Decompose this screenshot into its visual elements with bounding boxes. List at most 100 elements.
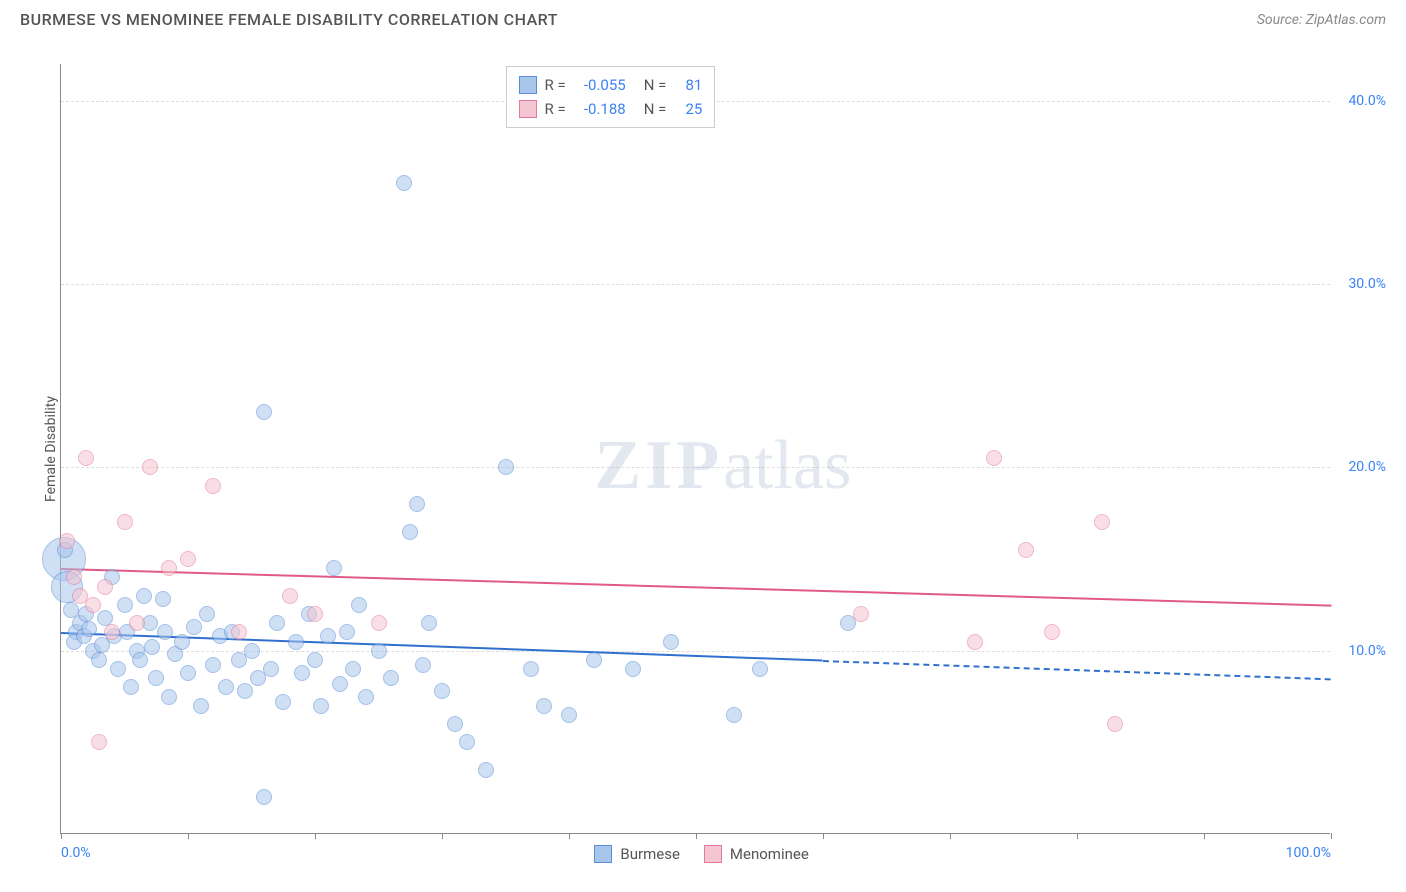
data-point (409, 496, 425, 512)
data-point (345, 661, 361, 677)
data-point (97, 579, 113, 595)
data-point (205, 657, 221, 673)
n-value: 25 (674, 97, 702, 121)
data-point (81, 621, 97, 637)
legend-item: Menominee (704, 845, 809, 863)
x-tick (442, 833, 443, 839)
data-point (1094, 514, 1110, 530)
data-point (459, 734, 475, 750)
data-point (157, 624, 173, 640)
x-tick-label: 100.0% (1286, 845, 1331, 861)
data-point (155, 591, 171, 607)
n-label: N = (644, 97, 667, 121)
data-point (536, 698, 552, 714)
data-point (161, 689, 177, 705)
legend-label: Burmese (620, 845, 680, 863)
data-point (85, 597, 101, 613)
r-label: R = (545, 97, 566, 121)
data-point (136, 588, 152, 604)
data-point (66, 569, 82, 585)
data-point (180, 551, 196, 567)
data-point (78, 450, 94, 466)
data-point (307, 652, 323, 668)
data-point (478, 762, 494, 778)
x-tick (823, 833, 824, 839)
gridline-h (61, 467, 1330, 468)
data-point (110, 661, 126, 677)
x-tick (1077, 833, 1078, 839)
trend-line (823, 660, 1331, 680)
data-point (205, 478, 221, 494)
data-point (663, 634, 679, 650)
data-point (161, 560, 177, 576)
data-point (447, 716, 463, 732)
r-value: -0.188 (574, 97, 626, 121)
source-label: Source: ZipAtlas.com (1257, 12, 1386, 28)
data-point (117, 597, 133, 613)
data-point (104, 624, 120, 640)
trend-line (61, 568, 1331, 607)
data-point (320, 628, 336, 644)
data-point (186, 619, 202, 635)
data-point (193, 698, 209, 714)
data-point (174, 634, 190, 650)
data-point (326, 560, 342, 576)
data-point (625, 661, 641, 677)
data-point (218, 679, 234, 695)
data-point (144, 639, 160, 655)
legend-swatch (519, 100, 537, 118)
data-point (244, 643, 260, 659)
data-point (1044, 624, 1060, 640)
x-tick (315, 833, 316, 839)
stats-row: R =-0.055N =81 (519, 73, 703, 97)
data-point (853, 606, 869, 622)
watermark: ZIPatlas (594, 426, 851, 506)
data-point (256, 404, 272, 420)
data-point (752, 661, 768, 677)
legend-swatch (594, 845, 612, 863)
data-point (91, 734, 107, 750)
data-point (263, 661, 279, 677)
data-point (180, 665, 196, 681)
r-label: R = (545, 73, 566, 97)
plot-area: Female Disability 10.0%20.0%30.0%40.0%0.… (60, 64, 1330, 834)
data-point (986, 450, 1002, 466)
x-tick (696, 833, 697, 839)
stats-row: R = -0.188 N = 25 (519, 97, 703, 121)
r-value: -0.055 (574, 73, 626, 97)
data-point (523, 661, 539, 677)
data-point (123, 679, 139, 695)
y-tick-label: 10.0% (1348, 643, 1386, 659)
x-tick (61, 833, 62, 839)
x-tick (1331, 833, 1332, 839)
data-point (199, 606, 215, 622)
y-tick-label: 20.0% (1348, 459, 1386, 475)
chart-title: BURMESE VS MENOMINEE FEMALE DISABILITY C… (20, 10, 558, 29)
y-axis-label: Female Disability (43, 396, 59, 502)
data-point (332, 676, 348, 692)
legend-label: Menominee (730, 845, 809, 863)
data-point (231, 624, 247, 640)
data-point (561, 707, 577, 723)
y-tick-label: 30.0% (1348, 276, 1386, 292)
chart-container: Female Disability 10.0% 20.0% 30.0% 40.0% 0.… (20, 40, 1386, 860)
x-tick (188, 833, 189, 839)
legend-swatch (704, 845, 722, 863)
data-point (97, 610, 113, 626)
data-point (1018, 542, 1034, 558)
data-point (148, 670, 164, 686)
data-point (256, 789, 272, 805)
data-point (586, 652, 602, 668)
data-point (294, 665, 310, 681)
data-point (967, 634, 983, 650)
data-point (275, 694, 291, 710)
n-value: 81 (674, 73, 702, 97)
data-point (434, 683, 450, 699)
y-tick-label: 40.0% (1348, 93, 1386, 109)
data-point (142, 459, 158, 475)
data-point (91, 652, 107, 668)
data-point (339, 624, 355, 640)
data-point (59, 533, 75, 549)
data-point (371, 615, 387, 631)
x-tick-label: 0.0% (61, 845, 91, 861)
